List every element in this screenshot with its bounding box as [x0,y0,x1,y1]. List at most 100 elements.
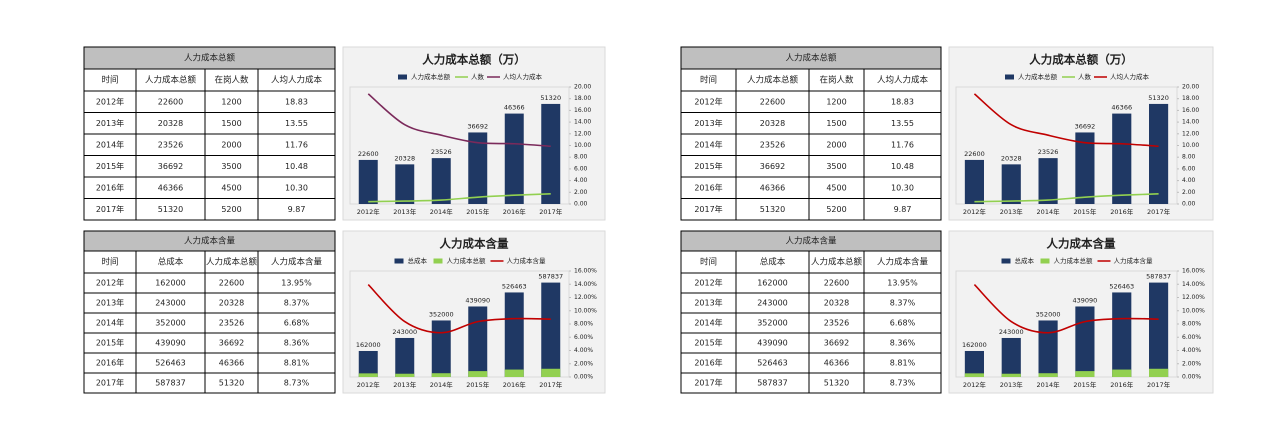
table-cell-text: 8.36% [890,339,916,348]
bar-label: 243000 [392,328,417,336]
table-cell-text: 439090 [757,339,788,348]
y2-tick-label: 8.00 [1182,154,1196,161]
table-cell-text: 10.48 [285,162,308,171]
x-tick-label: 2012年 [963,380,987,389]
table-cell-text: 6.68% [890,319,916,328]
table-cell-text: 2016年 [694,358,722,368]
y2-tick-label: 8.00% [1182,321,1201,328]
table-cell-text: 526463 [155,359,186,368]
bar [504,292,524,377]
chart-title: 人力成本总额（万） [1029,53,1133,67]
bar [541,282,561,377]
table-title: 人力成本总额 [785,53,837,64]
y2-tick-label: 8.00% [574,321,593,328]
table-cell-text: 4500 [221,183,241,192]
bar [1075,306,1095,377]
x-tick-label: 2017年 [539,207,563,216]
y2-tick-label: 4.00% [574,347,593,354]
legend-label: 人力成本总额 [447,256,487,265]
bar [358,373,378,377]
table-cell-text: 36692 [158,162,183,171]
legend-swatch [394,258,404,264]
bar [1075,132,1095,204]
bar [1075,371,1095,377]
bar [358,350,378,377]
table-cell-text: 2013年 [96,118,124,128]
table-cell-text: 2000 [221,140,241,149]
chart-title: 人力成本总额（万） [422,53,526,67]
table-cell-text: 2012年 [96,96,124,106]
bar [1112,113,1132,204]
table-cell-text: 22600 [219,279,244,288]
bar [504,113,524,204]
table-cell-text: 2012年 [96,278,124,288]
bar [1112,369,1132,377]
legend-label: 人均人力成本 [1110,72,1150,81]
table-cell-text: 13.55 [285,119,308,128]
bar [1149,103,1169,204]
column-header: 人力成本含量 [271,257,323,268]
y2-tick-label: 16.00% [1182,268,1205,275]
table-cell-text: 23526 [158,140,183,149]
table-cell-text: 2016年 [96,182,124,192]
table-cell-text: 20328 [219,299,244,308]
x-tick-label: 2016年 [503,380,527,389]
x-tick-label: 2012年 [357,380,381,389]
bar-label: 23526 [1038,148,1059,156]
y2-tick-label: 14.00% [574,281,597,288]
table-cell-text: 13.55 [891,119,914,128]
line [974,193,1159,203]
table-cell-text: 18.83 [891,97,914,106]
y2-tick-label: 12.00 [574,130,591,137]
bar-label: 439090 [465,296,490,304]
y2-tick-label: 2.00% [1182,360,1201,367]
table-cell-text: 2015年 [694,161,722,171]
line [367,93,551,148]
table-cell-text: 23526 [824,319,849,328]
column-header: 时间 [700,257,717,268]
table-cell-text: 162000 [757,279,788,288]
bar-label: 352000 [1036,310,1061,318]
table-cell-text: 2017年 [694,378,722,388]
table-cell-text: 2015年 [96,338,124,348]
y2-tick-label: 2.00 [1182,189,1196,196]
table-cell-text: 2000 [826,140,846,149]
column-header: 总成本 [760,257,786,268]
table-cell-text: 162000 [155,279,186,288]
x-tick-label: 2015年 [1073,207,1097,216]
table-cell-text: 10.30 [891,183,914,192]
legend-label: 人数 [1078,72,1092,81]
table-cell-text: 23526 [219,319,244,328]
table-cell-text: 2016年 [694,182,722,192]
y2-tick-label: 6.00 [574,165,588,172]
bar-label: 36692 [1075,122,1096,130]
bar-label: 51320 [540,94,561,102]
column-header: 时间 [101,75,118,86]
bar [1149,368,1169,377]
table-cell-text: 2014年 [96,318,124,328]
y2-tick-label: 16.00% [574,268,597,275]
y2-tick-label: 18.00 [574,95,591,102]
table-cell-text: 46366 [219,359,244,368]
x-tick-label: 2016年 [1110,207,1134,216]
table-cell-text: 8.37% [284,299,310,308]
y2-tick-label: 14.00 [1182,119,1199,126]
bar [431,320,451,377]
bar-label: 20328 [1001,154,1022,162]
table-cell-text: 8.36% [284,339,310,348]
column-header: 人力成本总额 [747,75,799,86]
table-cell-text: 2015年 [96,161,124,171]
bar-label: 162000 [356,341,381,349]
legend-label: 人力成本总额 [1054,256,1094,265]
bar [395,337,415,377]
table-cell-text: 2012年 [694,278,722,288]
column-header: 总成本 [158,257,184,268]
table-cell-text: 2017年 [96,204,124,214]
bar [395,164,415,204]
table-cell-text: 23526 [760,140,785,149]
table-cell-text: 10.30 [285,183,308,192]
y2-tick-label: 16.00 [1182,107,1199,114]
y2-tick-label: 4.00% [1182,347,1201,354]
table-cell-text: 587837 [757,379,788,388]
